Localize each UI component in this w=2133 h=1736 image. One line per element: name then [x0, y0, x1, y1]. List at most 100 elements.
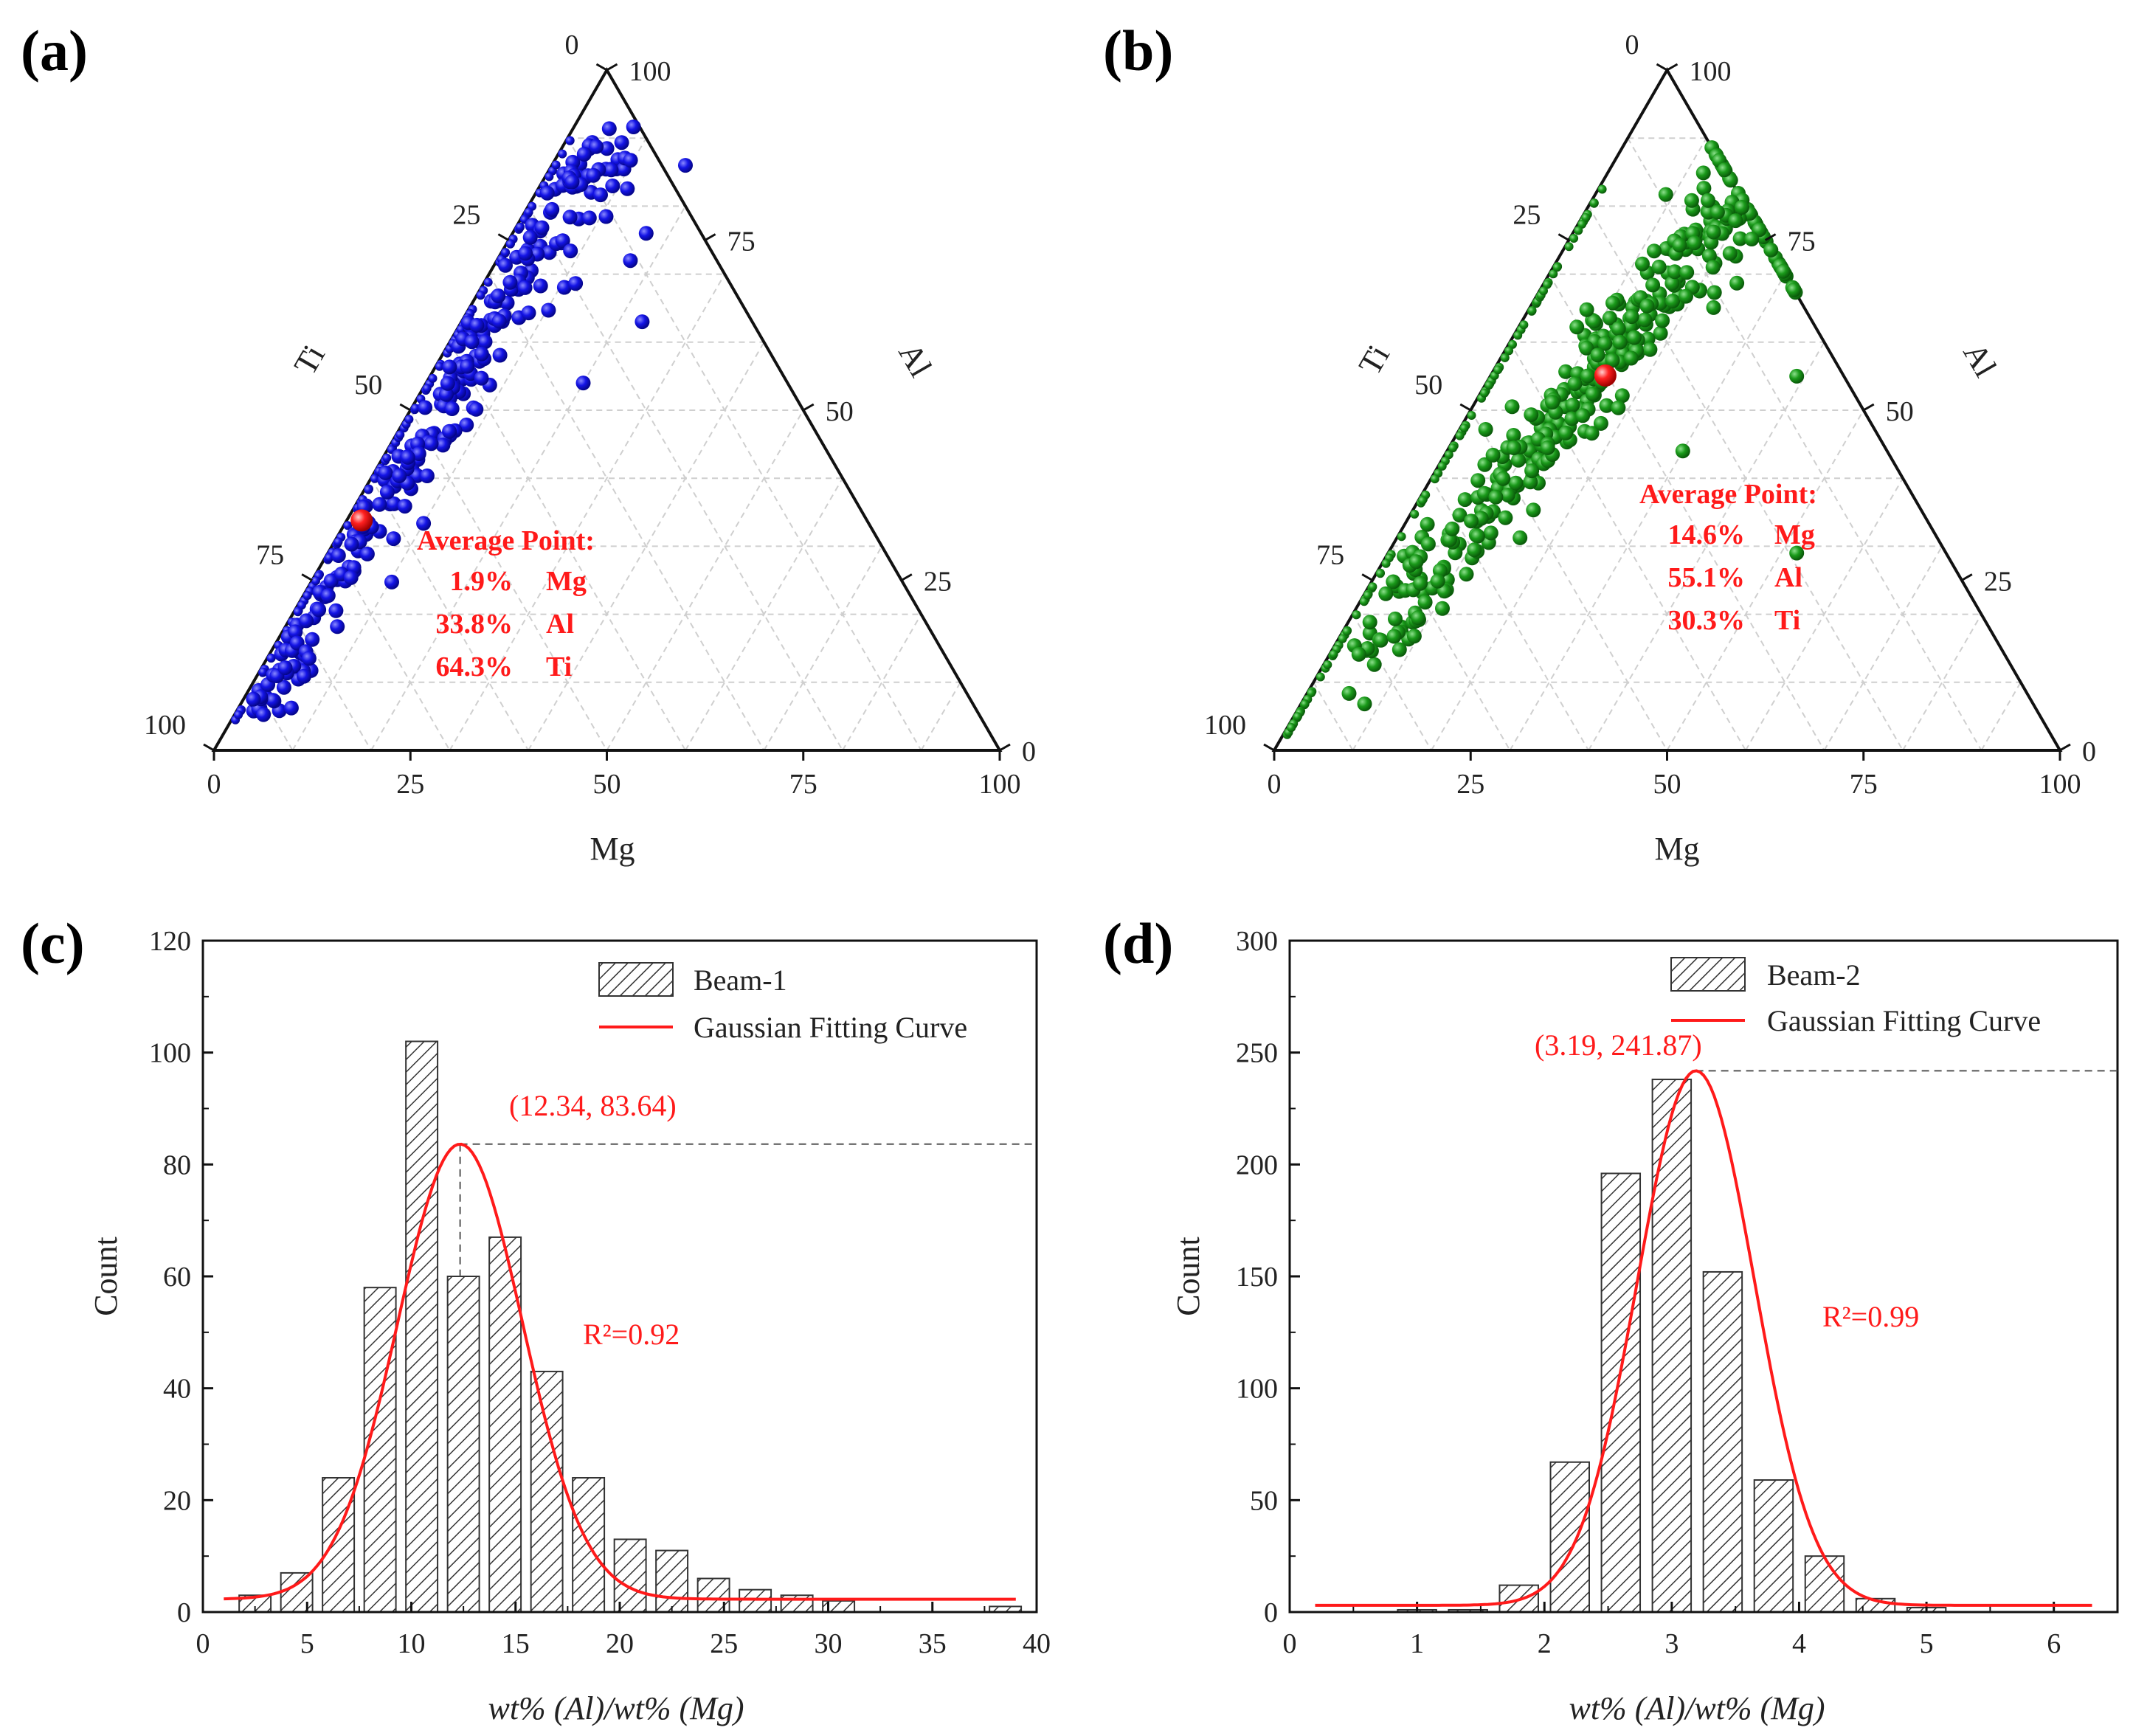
- data-point: [1717, 162, 1732, 178]
- tick-label-mg: 50: [593, 769, 621, 800]
- ternary-gridline: [449, 342, 686, 751]
- data-point: [1543, 280, 1552, 289]
- tick-mark-al: [901, 573, 913, 581]
- data-point: [1569, 319, 1585, 335]
- tick-label-mg: 25: [396, 769, 424, 800]
- data-point: [1642, 342, 1658, 357]
- xlabel-d: wt% (Al)/wt% (Mg): [1569, 1690, 1825, 1726]
- y-tick-label: 100: [1236, 1374, 1278, 1405]
- y-tick-label: 250: [1236, 1038, 1278, 1069]
- data-point: [1388, 611, 1403, 626]
- tick-label-al: 50: [1886, 396, 1914, 427]
- tick-label-al: 100: [629, 56, 671, 87]
- data-point: [1445, 521, 1460, 536]
- tick-label-ti: 75: [1316, 540, 1344, 571]
- tick-label-al: 50: [826, 396, 854, 427]
- data-point: [1569, 234, 1579, 243]
- data-point: [1411, 610, 1426, 626]
- ternary-a-right-axis-title: Al: [891, 336, 938, 383]
- data-point: [1508, 475, 1524, 491]
- data-point: [464, 334, 480, 350]
- data-point: [1435, 601, 1450, 616]
- data-point: [1338, 634, 1347, 643]
- data-point: [1705, 260, 1721, 275]
- data-point: [330, 619, 345, 634]
- tick-mark-ti: [301, 573, 313, 581]
- data-point: [1323, 660, 1332, 669]
- data-point: [311, 576, 320, 586]
- data-point: [386, 531, 401, 547]
- tick-label-ti: 0: [565, 30, 579, 60]
- y-tick-label: 60: [163, 1262, 191, 1293]
- tick-label-ti: 100: [144, 710, 186, 741]
- data-point: [1637, 312, 1653, 328]
- data-point: [1506, 428, 1521, 443]
- tick-mark-ti: [1263, 743, 1275, 752]
- data-point: [1623, 350, 1639, 366]
- ternary-gridline: [606, 409, 804, 751]
- data-point: [1504, 346, 1514, 356]
- data-point: [1459, 567, 1474, 582]
- y-tick-label: 150: [1236, 1262, 1278, 1293]
- data-point: [635, 314, 650, 330]
- data-point: [297, 601, 306, 610]
- x-tick-label: 5: [300, 1628, 314, 1659]
- data-point: [516, 222, 525, 232]
- data-point: [1506, 440, 1521, 455]
- data-point: [293, 607, 303, 617]
- data-point: [1500, 353, 1510, 362]
- data-point: [1513, 530, 1528, 545]
- histogram-bar: [1600, 1172, 1642, 1613]
- ternary-ticks-b: 0 0 0 25 25 25 50 50 50 75 75 75 100 100 100: [1204, 30, 2096, 800]
- tick-mark-ti: [399, 403, 411, 412]
- histogram-bar: [446, 1276, 480, 1613]
- ternary-gridline: [331, 545, 451, 751]
- data-point: [502, 274, 518, 290]
- data-point: [1734, 200, 1749, 215]
- data-point: [459, 418, 474, 432]
- tick-mark-ti: [1459, 403, 1471, 412]
- ternary-gridline: [1902, 614, 1982, 751]
- data-point: [378, 465, 393, 480]
- x-tick-label: 15: [502, 1628, 530, 1659]
- tick-mark-ti: [1656, 63, 1668, 72]
- average-ti-value-b: 30.3%: [1668, 605, 1746, 636]
- x-tick-label: 6: [2047, 1628, 2061, 1659]
- data-point: [1392, 642, 1407, 657]
- axes-d: 0 1 2 3 4 5 6 0 50 100 150 200 250 300: [1236, 926, 2119, 1659]
- data-point: [1709, 204, 1725, 220]
- x-tick-label: 5: [1920, 1628, 1934, 1659]
- data-point: [1565, 397, 1580, 412]
- ternary-gridline: [1431, 477, 1589, 751]
- x-tick-label: 0: [196, 1628, 210, 1659]
- ternary-points-b: [1282, 140, 1805, 739]
- gaussian-fit-curve: [1315, 1069, 2092, 1607]
- data-point: [1658, 187, 1673, 202]
- data-point: [1408, 554, 1424, 570]
- data-point: [299, 613, 314, 629]
- data-point: [1430, 474, 1439, 484]
- data-point: [1732, 231, 1748, 246]
- data-point: [564, 174, 580, 190]
- data-point: [1786, 282, 1802, 297]
- legend-c: Beam-1 Gaussian Fitting Curve: [598, 962, 967, 1044]
- data-point: [460, 359, 475, 374]
- y-tick-label: 200: [1236, 1149, 1278, 1180]
- data-point: [491, 288, 506, 303]
- legend-swatch-bar-d: [1670, 957, 1746, 992]
- data-point: [522, 229, 538, 245]
- tick-label-al: 25: [1984, 567, 2012, 598]
- data-point: [568, 276, 584, 291]
- data-point: [333, 537, 343, 547]
- data-point: [277, 660, 293, 676]
- data-point: [379, 485, 395, 499]
- data-point: [1373, 632, 1389, 648]
- data-point: [392, 468, 407, 483]
- legend-label-curve-c: Gaussian Fitting Curve: [694, 1011, 967, 1044]
- data-point: [556, 280, 572, 295]
- data-point: [1706, 300, 1721, 315]
- tick-mark-al: [606, 63, 618, 72]
- data-point: [1430, 573, 1445, 589]
- data-point: [1627, 330, 1642, 345]
